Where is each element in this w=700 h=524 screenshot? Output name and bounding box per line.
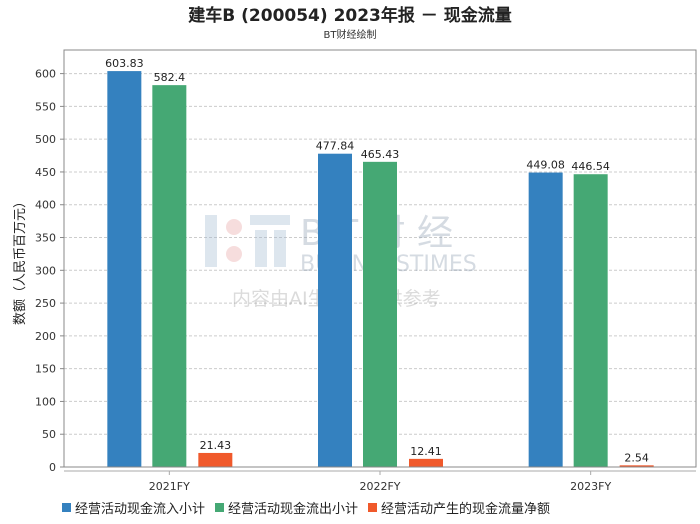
legend-label: 经营活动产生的现金流量净额 <box>381 501 550 517</box>
data-label: 2.54 <box>624 451 649 464</box>
y-tick-label: 350 <box>35 232 56 245</box>
y-tick-label: 150 <box>35 363 56 376</box>
legend-swatch <box>368 503 377 512</box>
bar <box>528 172 563 467</box>
bar <box>409 458 443 467</box>
data-label: 465.43 <box>361 148 400 161</box>
y-tick-label: 50 <box>42 428 56 441</box>
x-tick-label: 2021FY <box>149 480 190 493</box>
data-label: 449.08 <box>526 159 565 172</box>
plot-frame <box>63 49 697 468</box>
y-tick-label: 200 <box>35 330 56 343</box>
y-tick-label: 300 <box>35 264 56 277</box>
y-tick-label: 0 <box>49 461 56 474</box>
data-label: 446.54 <box>571 160 610 173</box>
bar <box>619 465 654 467</box>
data-label: 477.84 <box>316 140 355 153</box>
x-tick-label: 2023FY <box>570 480 611 493</box>
bar <box>363 161 397 467</box>
data-label: 21.43 <box>200 439 232 452</box>
data-label: 582.4 <box>154 71 186 84</box>
bar <box>198 452 233 467</box>
y-tick-label: 400 <box>35 199 56 212</box>
legend-swatch <box>62 503 71 512</box>
data-label: 12.41 <box>410 445 442 458</box>
bar <box>152 85 187 467</box>
y-tick-label: 600 <box>35 68 56 81</box>
chart-title: 建车B (200054) 2023年报 － 现金流量 <box>188 5 511 26</box>
data-label: 603.83 <box>105 57 144 70</box>
y-tick-label: 500 <box>35 133 56 146</box>
x-tick-label: 2022FY <box>359 480 400 493</box>
bar <box>107 71 142 468</box>
bar <box>573 174 608 467</box>
y-tick-label: 550 <box>35 100 56 113</box>
chart-subtitle: BT财经绘制 <box>324 28 377 41</box>
x-ticks: 2021FY 2022FY 2023FY <box>149 471 611 493</box>
bars: 603.83 582.4 21.43 477.84 465.43 12.41 449.08 4… <box>105 57 654 468</box>
y-axis-label: 数额（人民币百万元） <box>13 195 28 325</box>
legend-label: 经营活动现金流入小计 <box>75 501 205 517</box>
bar <box>318 153 352 467</box>
legend-label: 经营活动现金流出小计 <box>228 501 358 517</box>
legend: 经营活动现金流入小计 经营活动现金流出小计 经营活动产生的现金流量净额 <box>62 501 550 517</box>
legend-swatch <box>215 503 224 512</box>
y-tick-label: 100 <box>35 395 56 408</box>
y-tick-label: 450 <box>35 166 56 179</box>
y-tick-label: 250 <box>35 297 56 310</box>
